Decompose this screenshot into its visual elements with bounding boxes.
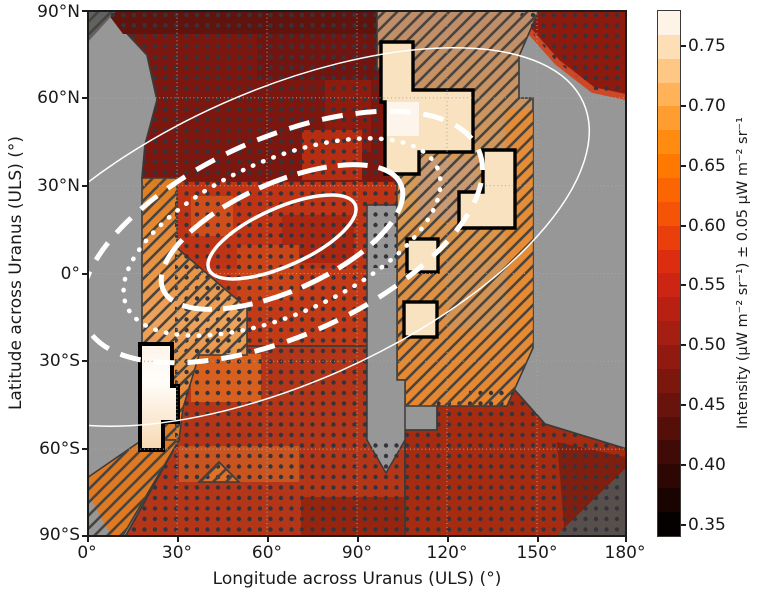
- y-tick-60s: 60°S: [39, 439, 80, 459]
- y-tickmark: [82, 360, 87, 362]
- x-tickmark: [87, 537, 89, 542]
- colorbar-tickmark: [681, 225, 686, 227]
- y-tickmark: [82, 10, 87, 12]
- brightest-spot: [387, 102, 419, 136]
- colorbar-tickmark: [681, 524, 686, 526]
- colorbar-label: Intensity (µW m⁻² sr⁻¹) ± 0.05 µW m⁻² sr…: [735, 116, 751, 430]
- y-tickmark: [82, 535, 87, 537]
- x-tickmark: [537, 537, 539, 542]
- colorbar-tick-055: 0.55: [688, 275, 726, 295]
- x-tick-120: 120°: [426, 543, 468, 563]
- colorbar-tick-050: 0.50: [688, 335, 726, 355]
- uranus-intensity-heatmap: [87, 10, 627, 537]
- colorbar-gradient: [657, 10, 681, 537]
- x-tickmark: [177, 537, 179, 542]
- map-plot-area: [87, 10, 627, 537]
- x-tick-180: 180°: [604, 543, 646, 563]
- x-tickmark: [357, 537, 359, 542]
- y-tick-90s: 90°S: [39, 525, 80, 545]
- y-tick-30s: 30°S: [39, 351, 80, 371]
- x-tickmark: [625, 537, 627, 542]
- bright-patch-equator-2: [402, 300, 439, 339]
- colorbar-tick-035: 0.35: [688, 515, 726, 535]
- contour-long-dashed: [158, 162, 406, 312]
- y-tick-0: 0°: [60, 264, 80, 284]
- colorbar-tickmark: [681, 404, 686, 406]
- y-tick-90n: 90°N: [37, 2, 80, 22]
- contour-outer-thin-solid: [87, 47, 591, 427]
- x-tick-150: 150°: [516, 543, 558, 563]
- x-tick-90: 90°: [341, 543, 373, 563]
- colorbar-tickmark: [681, 165, 686, 167]
- x-axis-label: Longitude across Uranus (ULS) (°): [212, 569, 502, 589]
- x-tick-0: 0°: [77, 543, 97, 563]
- colorbar-tickmark: [681, 344, 686, 346]
- colorbar-tick-070: 0.70: [688, 96, 726, 116]
- colorbar-tickmark: [681, 464, 686, 466]
- y-tickmark: [82, 185, 87, 187]
- x-tickmark: [447, 537, 449, 542]
- x-tick-30: 30°: [161, 543, 193, 563]
- x-tickmark: [267, 537, 269, 542]
- graticule-grid: [87, 10, 627, 537]
- y-tickmark: [82, 273, 87, 275]
- contour-inner-solid: [206, 193, 358, 281]
- colorbar-tick-040: 0.40: [688, 455, 726, 475]
- colorbar-tick-065: 0.65: [688, 156, 726, 176]
- colorbar-tick-060: 0.60: [688, 216, 726, 236]
- x-tick-60: 60°: [251, 543, 283, 563]
- colorbar-tick-045: 0.45: [688, 395, 726, 415]
- colorbar-tick-075: 0.75: [688, 36, 726, 56]
- y-tick-60n: 60°N: [37, 88, 80, 108]
- y-tickmark: [82, 97, 87, 99]
- contour-dotted: [121, 136, 443, 338]
- y-tickmark: [82, 448, 87, 450]
- colorbar-tickmark: [681, 45, 686, 47]
- plot-frame: [87, 10, 627, 537]
- y-tick-30n: 30°N: [37, 176, 80, 196]
- colorbar-tickmark: [681, 105, 686, 107]
- colorbar-tickmark: [681, 284, 686, 286]
